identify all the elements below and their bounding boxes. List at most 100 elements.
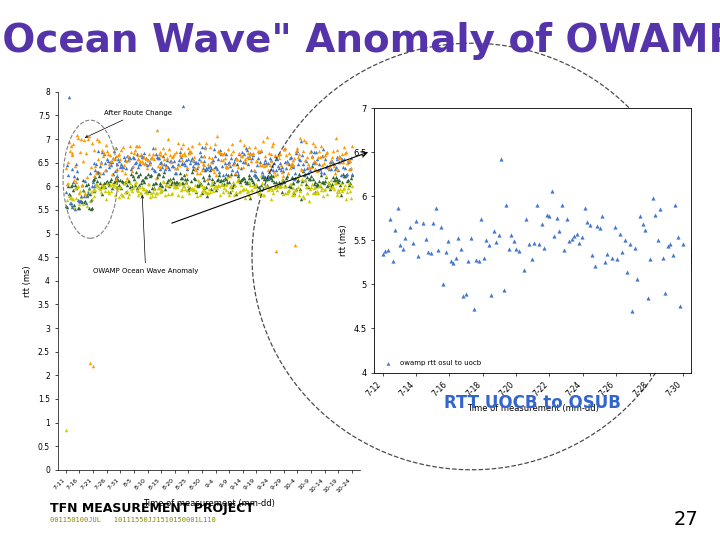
Point bbox=[121, 173, 132, 182]
Point bbox=[589, 261, 600, 270]
Point bbox=[194, 168, 205, 177]
Point bbox=[89, 181, 100, 190]
Point bbox=[144, 158, 156, 166]
Point bbox=[265, 156, 276, 164]
Point bbox=[66, 203, 77, 212]
Point bbox=[307, 139, 318, 147]
Point bbox=[216, 180, 228, 189]
Point bbox=[251, 173, 262, 181]
Point bbox=[345, 154, 356, 163]
Point bbox=[131, 142, 143, 151]
Point bbox=[105, 157, 117, 165]
Point bbox=[115, 189, 127, 198]
Point bbox=[109, 173, 121, 182]
Point bbox=[238, 150, 249, 159]
Point bbox=[323, 165, 335, 173]
Point bbox=[157, 163, 168, 172]
Point bbox=[211, 132, 222, 140]
Point bbox=[82, 187, 94, 196]
Point bbox=[292, 160, 304, 169]
Point bbox=[325, 176, 336, 185]
Point bbox=[138, 149, 150, 158]
Point bbox=[114, 193, 125, 201]
Point bbox=[122, 156, 134, 165]
Point bbox=[170, 168, 181, 177]
Point bbox=[102, 187, 114, 195]
Point bbox=[328, 176, 339, 184]
Point bbox=[94, 161, 106, 170]
Point bbox=[80, 180, 91, 189]
Point bbox=[64, 193, 76, 202]
Point bbox=[292, 147, 303, 156]
Point bbox=[171, 178, 182, 186]
Point bbox=[318, 177, 329, 186]
Point bbox=[91, 134, 103, 143]
Point bbox=[91, 167, 103, 176]
Point bbox=[260, 161, 271, 170]
Point bbox=[291, 147, 302, 156]
Point bbox=[126, 182, 138, 191]
Point bbox=[262, 186, 274, 194]
Point bbox=[284, 154, 295, 163]
Point bbox=[256, 160, 268, 169]
Point bbox=[175, 152, 186, 161]
Point bbox=[106, 179, 117, 188]
Point bbox=[246, 186, 258, 194]
Point bbox=[96, 146, 108, 154]
Point bbox=[634, 211, 646, 220]
Point bbox=[210, 163, 222, 171]
Point bbox=[189, 174, 201, 183]
Point bbox=[140, 188, 151, 197]
Point bbox=[152, 170, 163, 178]
Point bbox=[281, 157, 292, 165]
Point bbox=[138, 176, 149, 185]
Point bbox=[222, 163, 233, 172]
Point bbox=[282, 159, 294, 168]
Point bbox=[220, 150, 231, 158]
Point bbox=[137, 152, 148, 161]
Point bbox=[291, 148, 302, 157]
Point bbox=[121, 180, 132, 189]
Point bbox=[252, 175, 264, 184]
Point bbox=[204, 143, 216, 152]
Point bbox=[228, 191, 240, 199]
Point bbox=[181, 156, 192, 165]
Point bbox=[242, 149, 253, 158]
Point bbox=[298, 193, 310, 202]
Point bbox=[176, 151, 188, 159]
Point bbox=[76, 180, 88, 189]
Point bbox=[215, 150, 227, 159]
Point bbox=[315, 168, 327, 177]
Point bbox=[156, 151, 167, 160]
Point bbox=[73, 195, 84, 204]
Point bbox=[71, 178, 82, 186]
Point bbox=[77, 176, 89, 184]
Point bbox=[184, 189, 195, 198]
Point bbox=[217, 188, 228, 197]
Point bbox=[71, 166, 83, 175]
Point bbox=[93, 147, 104, 156]
Point bbox=[245, 150, 256, 159]
Point bbox=[315, 180, 326, 189]
Point bbox=[326, 180, 338, 188]
Point bbox=[84, 197, 96, 205]
Point bbox=[318, 168, 330, 177]
Point bbox=[222, 163, 233, 171]
Point bbox=[258, 174, 269, 183]
Point bbox=[440, 248, 451, 256]
Point bbox=[269, 168, 280, 177]
Point bbox=[443, 237, 454, 245]
Point bbox=[172, 138, 184, 147]
Point bbox=[341, 187, 353, 196]
Point bbox=[146, 191, 158, 200]
Point bbox=[193, 139, 204, 147]
Point bbox=[191, 180, 202, 189]
Point bbox=[297, 147, 309, 156]
Point bbox=[266, 185, 278, 194]
Point bbox=[338, 154, 350, 163]
Point bbox=[242, 178, 253, 187]
Point bbox=[170, 178, 181, 186]
Point bbox=[328, 160, 339, 168]
Point bbox=[197, 173, 208, 181]
Point bbox=[94, 137, 105, 145]
